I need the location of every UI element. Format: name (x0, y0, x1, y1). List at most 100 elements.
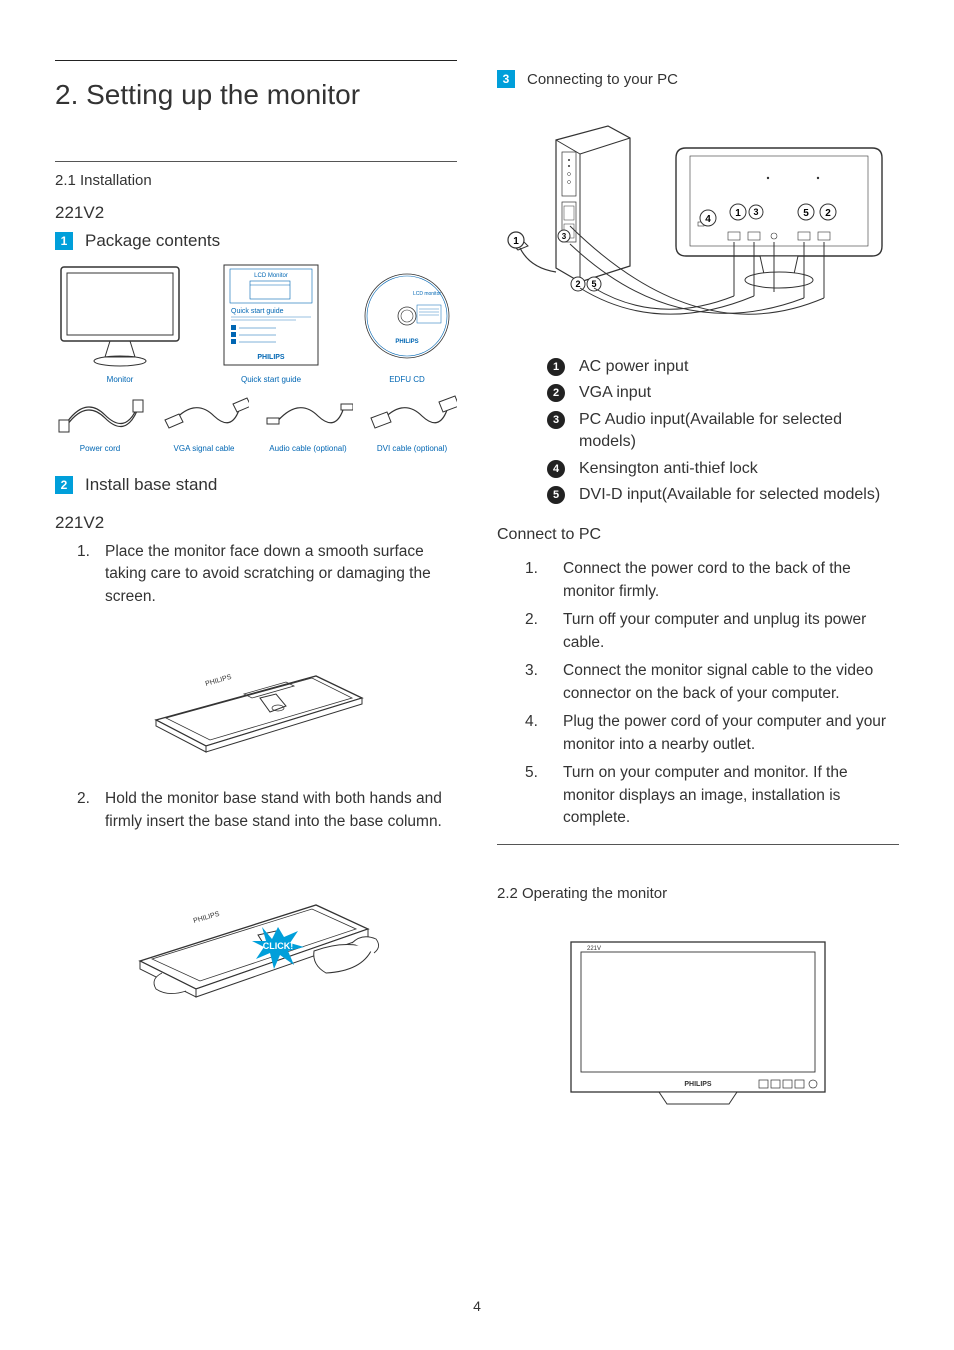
svg-text:PHILIPS: PHILIPS (395, 339, 418, 345)
connect-to-pc-heading: Connect to PC (497, 526, 899, 544)
svg-text:2: 2 (575, 279, 580, 289)
list-text: Turn on your computer and monitor. If th… (563, 762, 899, 829)
list-num: 2. (77, 788, 91, 833)
step-3-label: Connecting to your PC (527, 71, 678, 88)
list-item: 5.Turn on your computer and monitor. If … (525, 762, 899, 829)
step-3-row: 3 Connecting to your PC (497, 70, 899, 88)
divider (497, 844, 899, 845)
svg-text:1: 1 (735, 208, 741, 219)
pkg-vga-cable: VGA signal cable (159, 390, 249, 453)
port-text: DVI-D input(Available for selected model… (579, 484, 880, 506)
right-column: 3 Connecting to your PC 1 (497, 60, 899, 1134)
svg-text:1: 1 (513, 236, 519, 247)
illustration-base-click: CLICK! PHILIPS (55, 851, 457, 1021)
svg-text:4: 4 (705, 214, 711, 225)
heading-operating: 2.2 Operating the monitor (497, 885, 899, 902)
step-badge-2: 2 (55, 476, 73, 494)
port-badge-4: 4 (547, 460, 565, 478)
model-number-2: 221V2 (55, 513, 457, 533)
port-legend: 1 AC power input 2 VGA input 3 PC Audio … (547, 356, 899, 506)
port-badge-1: 1 (547, 358, 565, 376)
monitor-front-icon: 221V PHILIPS (553, 932, 843, 1112)
pkg-power-cord-label: Power cord (80, 444, 120, 453)
pkg-cd: LCD monitor PHILIPS EDFU CD (357, 261, 457, 384)
svg-text:5: 5 (803, 208, 809, 219)
base-install-list-2: 2. Hold the monitor base stand with both… (77, 788, 457, 833)
pkg-monitor: Monitor (55, 261, 185, 384)
svg-text:3: 3 (562, 232, 567, 241)
list-item: 2.Turn off your computer and unplug its … (525, 609, 899, 654)
port-text: Kensington anti-thief lock (579, 458, 758, 480)
port-badge-2: 2 (547, 384, 565, 402)
list-item: 4.Plug the power cord of your computer a… (525, 711, 899, 756)
cd-icon: LCD monitor PHILIPS (357, 261, 457, 371)
svg-text:3: 3 (753, 207, 758, 217)
page-number: 4 (0, 1298, 954, 1314)
monitor-face-down-icon: PHILIPS (136, 626, 376, 766)
svg-text:PHILIPS: PHILIPS (205, 674, 233, 688)
step-2-row: 2 Install base stand (55, 475, 457, 495)
monitor-illustration-icon (55, 261, 185, 371)
svg-text:PHILIPS: PHILIPS (684, 1081, 712, 1088)
monitor-base-click-icon: CLICK! PHILIPS (116, 851, 396, 1021)
pkg-dvi-cable: DVI cable (optional) (367, 390, 457, 453)
left-column: 2. Setting up the monitor 2.1 Installati… (55, 60, 457, 1134)
heading-main: 2. Setting up the monitor (55, 60, 457, 111)
port-text: AC power input (579, 356, 688, 378)
list-text: Connect the monitor signal cable to the … (563, 660, 899, 705)
model-number: 221V2 (55, 203, 457, 223)
connection-diagram: 1 3 2 5 (497, 116, 899, 336)
list-item: 3.Connect the monitor signal cable to th… (525, 660, 899, 705)
pkg-qsg: LCD Monitor Quick start guide PHILIPS Qu… (216, 261, 326, 384)
port-row: 4 Kensington anti-thief lock (547, 458, 899, 480)
list-item: 1. Place the monitor face down a smooth … (77, 541, 457, 608)
dvi-cable-icon (367, 390, 457, 440)
vga-cable-icon (159, 390, 249, 440)
pkg-dvi-cable-label: DVI cable (optional) (377, 444, 447, 453)
svg-text:LCD monitor: LCD monitor (413, 291, 441, 297)
step-1-label: Package contents (85, 231, 220, 251)
pkg-vga-cable-label: VGA signal cable (174, 444, 235, 453)
pkg-cd-label: EDFU CD (389, 375, 425, 384)
step-badge-1: 1 (55, 232, 73, 250)
port-badge-3: 3 (547, 411, 565, 429)
svg-text:221V: 221V (587, 946, 601, 952)
svg-text:CLICK!: CLICK! (263, 941, 294, 951)
port-row: 3 PC Audio input(Available for selected … (547, 409, 899, 454)
svg-text:PHILIPS: PHILIPS (257, 354, 285, 361)
svg-text:5: 5 (591, 279, 596, 289)
pkg-audio-cable-label: Audio cable (optional) (269, 444, 346, 453)
list-num: 1. (77, 541, 91, 608)
port-badge-5: 5 (547, 486, 565, 504)
package-contents-grid: Monitor LCD Monitor Quick start guide (55, 261, 457, 453)
pkg-qsg-label: Quick start guide (241, 375, 301, 384)
svg-text:Quick start guide: Quick start guide (231, 308, 284, 315)
pkg-monitor-label: Monitor (107, 375, 134, 384)
illustration-face-down: PHILIPS (55, 626, 457, 766)
svg-text:PHILIPS: PHILIPS (193, 911, 221, 925)
port-text: VGA input (579, 382, 651, 404)
list-text: Plug the power cord of your computer and… (563, 711, 899, 756)
svg-text:2: 2 (825, 208, 831, 219)
heading-installation: 2.1 Installation (55, 161, 457, 189)
pkg-power-cord: Power cord (55, 390, 145, 453)
list-item: 1.Connect the power cord to the back of … (525, 558, 899, 603)
port-text: PC Audio input(Available for selected mo… (579, 409, 899, 454)
power-cord-icon (55, 390, 145, 440)
list-text: Connect the power cord to the back of th… (563, 558, 899, 603)
step-badge-3: 3 (497, 70, 515, 88)
illustration-monitor-front: 221V PHILIPS (497, 932, 899, 1112)
list-text: Turn off your computer and unplug its po… (563, 609, 899, 654)
connect-to-pc-list: 1.Connect the power cord to the back of … (525, 558, 899, 829)
list-text: Hold the monitor base stand with both ha… (105, 788, 457, 833)
quick-start-guide-icon: LCD Monitor Quick start guide PHILIPS (216, 261, 326, 371)
port-row: 2 VGA input (547, 382, 899, 404)
list-text: Place the monitor face down a smooth sur… (105, 541, 457, 608)
pkg-audio-cable: Audio cable (optional) (263, 390, 353, 453)
step-2-label: Install base stand (85, 475, 217, 495)
port-row: 5 DVI-D input(Available for selected mod… (547, 484, 899, 506)
step-1-row: 1 Package contents (55, 231, 457, 251)
audio-cable-icon (263, 390, 353, 440)
base-install-list: 1. Place the monitor face down a smooth … (77, 541, 457, 608)
port-row: 1 AC power input (547, 356, 899, 378)
